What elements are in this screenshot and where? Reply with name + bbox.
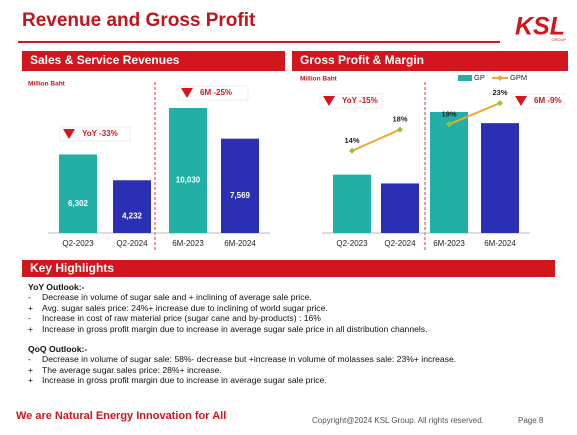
bar <box>59 154 97 233</box>
bullet: + <box>28 323 34 334</box>
slogan: We are Natural Energy Innovation for All <box>16 410 226 422</box>
annotation: 6M -25% <box>200 88 232 97</box>
unit-label: Million Baht <box>28 81 66 88</box>
x-tick-label: Q2-2024 <box>384 239 416 248</box>
bar <box>430 112 468 233</box>
annotation-box <box>59 126 131 142</box>
section: QoQ Outlook:- - Decrease in volume of suga… <box>28 344 548 386</box>
value-label: 10,030 <box>176 176 201 185</box>
highlights-title: Key Highlights <box>30 261 114 275</box>
bar <box>333 174 371 233</box>
gpm-line <box>351 128 401 152</box>
x-tick-label: Q2-2024 <box>116 239 148 248</box>
bullet-text: Decrease in volume of sugar sale and + i… <box>42 292 312 303</box>
annotation: YoY -33% <box>82 129 118 138</box>
bullet-text: Decrease in volume of sugar sale: 58%- d… <box>42 354 457 365</box>
x-tick-label: Q2-2023 <box>62 239 94 248</box>
bullet: - <box>28 313 31 324</box>
value-label: 14% <box>344 136 359 145</box>
bullet-item: + Avg. sugar sales price: 24%+ increase d… <box>28 303 548 313</box>
down-triangle <box>323 96 335 106</box>
bullet-item: + Increase in gross profit margin due to … <box>28 375 548 385</box>
down-triangle <box>63 129 75 139</box>
page-number: Page 8 <box>518 416 544 425</box>
gpm-marker <box>446 121 452 128</box>
bullet-item: + The average sugar sales price: 28%+ inc… <box>28 365 548 375</box>
bar <box>381 183 419 233</box>
section: YoY Outlook:- - Decrease in volume of suga… <box>28 282 548 334</box>
panel-bar <box>292 51 568 71</box>
down-triangle <box>181 88 193 98</box>
highlights: YoY Outlook:- - Decrease in volume of suga… <box>28 282 548 396</box>
value-label: 18% <box>392 115 407 124</box>
bar <box>169 108 207 233</box>
section-title: YoY Outlook:- <box>28 282 85 292</box>
panel-title: Sales & Service Revenues <box>30 53 180 67</box>
copyright: Copyright@2024 KSL Group. All rights res… <box>312 416 484 425</box>
gpm-line <box>448 102 501 126</box>
bullet-item: - Decrease in volume of sugar sale: 58%- … <box>28 354 548 364</box>
bullet: + <box>28 302 34 313</box>
logo-sub: GROUP <box>551 37 566 42</box>
bullet-text: Increase in gross profit margin due to i… <box>42 375 327 386</box>
unit-label: Million Baht <box>300 76 338 83</box>
bullet-text: Increase in cost of raw material price (… <box>42 313 321 324</box>
value-label: 7,569 <box>230 191 251 200</box>
x-tick-label: 6M-2024 <box>484 239 516 248</box>
bullet: - <box>28 354 31 365</box>
legend-label: GP <box>474 73 485 82</box>
legend-swatch <box>497 75 503 81</box>
panel-bar <box>22 51 285 71</box>
annotation: 6M -9% <box>534 96 562 105</box>
value-label: 6,302 <box>68 199 89 208</box>
bullet-item: - Decrease in volume of sugar sale and + … <box>28 292 548 302</box>
bullet-text: Avg. sugar sales price: 24%+ increase du… <box>42 302 328 313</box>
annotation-box <box>319 93 383 109</box>
bullet-text: Increase in gross profit margin due to i… <box>42 323 428 334</box>
x-tick-label: 6M-2023 <box>433 239 465 248</box>
legend-swatch <box>458 75 472 81</box>
panel-title: Gross Profit & Margin <box>300 53 424 67</box>
x-tick-label: Q2-2023 <box>336 239 368 248</box>
value-label: 23% <box>492 88 507 97</box>
bar <box>221 138 259 233</box>
highlights-bar <box>22 260 555 277</box>
bar <box>113 180 151 233</box>
value-label: 19% <box>441 109 456 118</box>
slide-title: Revenue and Gross Profit <box>22 10 256 31</box>
bullet-text: The average sugar sales price: 28%+ incr… <box>42 364 222 375</box>
x-tick-label: 6M-2023 <box>172 239 204 248</box>
gpm-marker <box>397 126 403 133</box>
section-title: QoQ Outlook:- <box>28 344 88 355</box>
value-label: 4,232 <box>122 212 143 221</box>
down-triangle <box>515 96 527 106</box>
bullet-item: + Increase in gross profit margin due to … <box>28 324 548 334</box>
annotation-box <box>177 85 249 101</box>
bullet: + <box>28 375 34 386</box>
gpm-marker <box>497 100 503 107</box>
gpm-marker <box>349 147 355 154</box>
logo: KSL <box>515 13 565 41</box>
bullet: - <box>28 292 31 303</box>
annotation: YoY -15% <box>342 96 378 105</box>
bullet-item: - Increase in cost of raw material price … <box>28 313 548 323</box>
bullet: + <box>28 364 34 375</box>
bar <box>481 123 519 233</box>
x-tick-label: 6M-2024 <box>224 239 256 248</box>
legend-label: GPM <box>510 73 527 82</box>
